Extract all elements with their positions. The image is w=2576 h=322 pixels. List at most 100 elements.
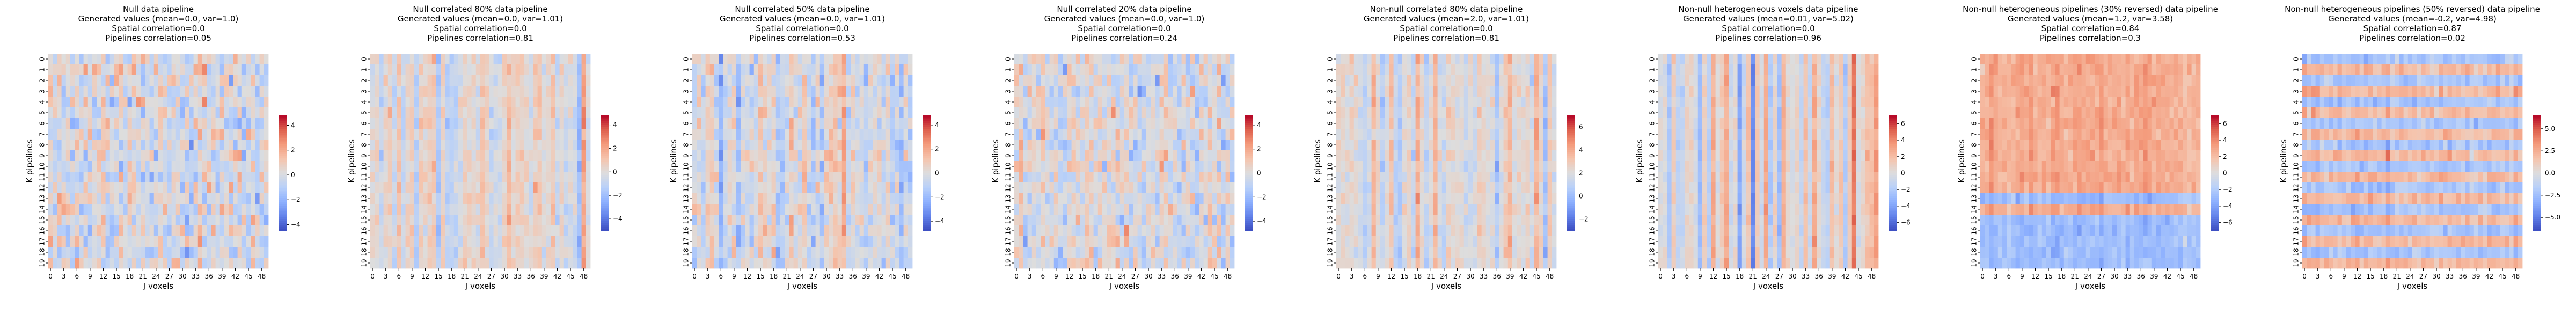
x-tick-label: 6 (75, 273, 79, 280)
heatmap-cell (1075, 118, 1081, 129)
heatmap-cell (1208, 193, 1213, 204)
heatmap-cell (1045, 247, 1050, 258)
heatmap-cell (48, 150, 53, 162)
heatmap-cell (1041, 129, 1045, 140)
heatmap-cell (749, 215, 755, 226)
heatmap-cell (180, 161, 185, 172)
heatmap-cell (1102, 150, 1107, 162)
heatmap-cell (370, 75, 375, 86)
heatmap-cell (815, 129, 821, 140)
heatmap-cell (1168, 215, 1173, 226)
colorbar-band (279, 225, 287, 228)
heatmap-cell (87, 75, 93, 86)
heatmap-cell (908, 258, 913, 269)
heatmap-cell (1023, 107, 1028, 119)
heatmap-cell (485, 204, 489, 215)
heatmap-cell (467, 204, 472, 215)
heatmap-cell (449, 140, 455, 151)
heatmap-cell (507, 182, 511, 194)
heatmap-cell (463, 150, 467, 162)
heatmap-cell (1036, 215, 1041, 226)
heatmap-cell (1230, 258, 1235, 269)
heatmap-cell (1107, 64, 1111, 76)
heatmap-cell (807, 225, 811, 237)
heatmap-cell (423, 225, 428, 237)
colorbar-band (279, 133, 287, 135)
heatmap-cell (785, 54, 789, 65)
heatmap-cell (1097, 204, 1103, 215)
heatmap-cell (780, 86, 785, 97)
heatmap-cell (1552, 86, 1557, 97)
heatmap-cell (903, 64, 909, 76)
heatmap-cell (1102, 225, 1107, 237)
heatmap-cell (697, 225, 701, 237)
colorbar-band (279, 119, 287, 122)
heatmap-cell (246, 182, 251, 194)
heatmap-cell (463, 129, 467, 140)
heatmap-cell (837, 172, 843, 183)
heatmap-cell (1371, 97, 1377, 108)
heatmap-cell (1503, 97, 1509, 108)
heatmap-cell (1111, 247, 1116, 258)
heatmap-cell (1168, 97, 1173, 108)
heatmap-cell (246, 86, 251, 97)
heatmap-cell (1089, 193, 1094, 204)
heatmap-cell (48, 140, 53, 151)
heatmap-cell (829, 150, 833, 162)
heatmap-cell (1155, 236, 1160, 247)
heatmap-cell (414, 150, 419, 162)
heatmap-cell (105, 75, 111, 86)
heatmap-cell (1014, 215, 1019, 226)
heatmap-cell (873, 247, 877, 258)
heatmap-cell (1155, 107, 1160, 119)
colorbar-band (279, 152, 287, 155)
colorbar-band (1245, 129, 1253, 131)
x-tick-label: 15 (1078, 273, 1086, 280)
heatmap-cell (97, 97, 101, 108)
heatmap-cell (375, 140, 379, 151)
heatmap-cell (467, 97, 472, 108)
x-tick-label: 36 (1171, 273, 1179, 280)
heatmap-cell (489, 150, 494, 162)
heatmap-cell (564, 75, 569, 86)
heatmap-cell (136, 193, 141, 204)
heatmap-cell (511, 215, 516, 226)
heatmap-cell (207, 75, 211, 86)
heatmap-cell (1521, 118, 1526, 129)
heatmap-cell (215, 150, 221, 162)
heatmap-cell (890, 129, 895, 140)
heatmap-cell (375, 129, 379, 140)
heatmap-cell (1159, 150, 1165, 162)
heatmap-cell (829, 258, 833, 269)
x-tick-label: 27 (165, 273, 173, 280)
heatmap-cell (863, 161, 869, 172)
title-line: Non-null correlated 80% data pipeline (1370, 4, 1523, 14)
heatmap-cell (136, 75, 141, 86)
heatmap-cell (736, 86, 741, 97)
heatmap-cell (453, 54, 459, 65)
heatmap-cell (458, 75, 463, 86)
heatmap-cell (264, 247, 269, 258)
heatmap-cell (431, 204, 437, 215)
colorbar-band (279, 115, 287, 118)
heatmap-cell (846, 182, 851, 194)
heatmap-cell (171, 86, 177, 97)
heatmap-cell (259, 161, 265, 172)
heatmap-cell (251, 118, 255, 129)
y-tick-label: 2 (39, 78, 46, 83)
heatmap-cell (105, 107, 111, 119)
heatmap-cell (145, 86, 150, 97)
heatmap-cell (564, 86, 569, 97)
heatmap-cell (105, 182, 111, 194)
heatmap-cell (723, 193, 728, 204)
heatmap-cell (1230, 204, 1235, 215)
heatmap-cell (202, 75, 207, 86)
heatmap-cell (119, 172, 123, 183)
heatmap-cell (489, 86, 494, 97)
heatmap-cell (903, 193, 909, 204)
heatmap-cell (1415, 75, 1421, 86)
heatmap-cell (1168, 204, 1173, 215)
heatmap-cell (131, 161, 137, 172)
heatmap-cell (61, 118, 67, 129)
heatmap-cell (480, 172, 485, 183)
